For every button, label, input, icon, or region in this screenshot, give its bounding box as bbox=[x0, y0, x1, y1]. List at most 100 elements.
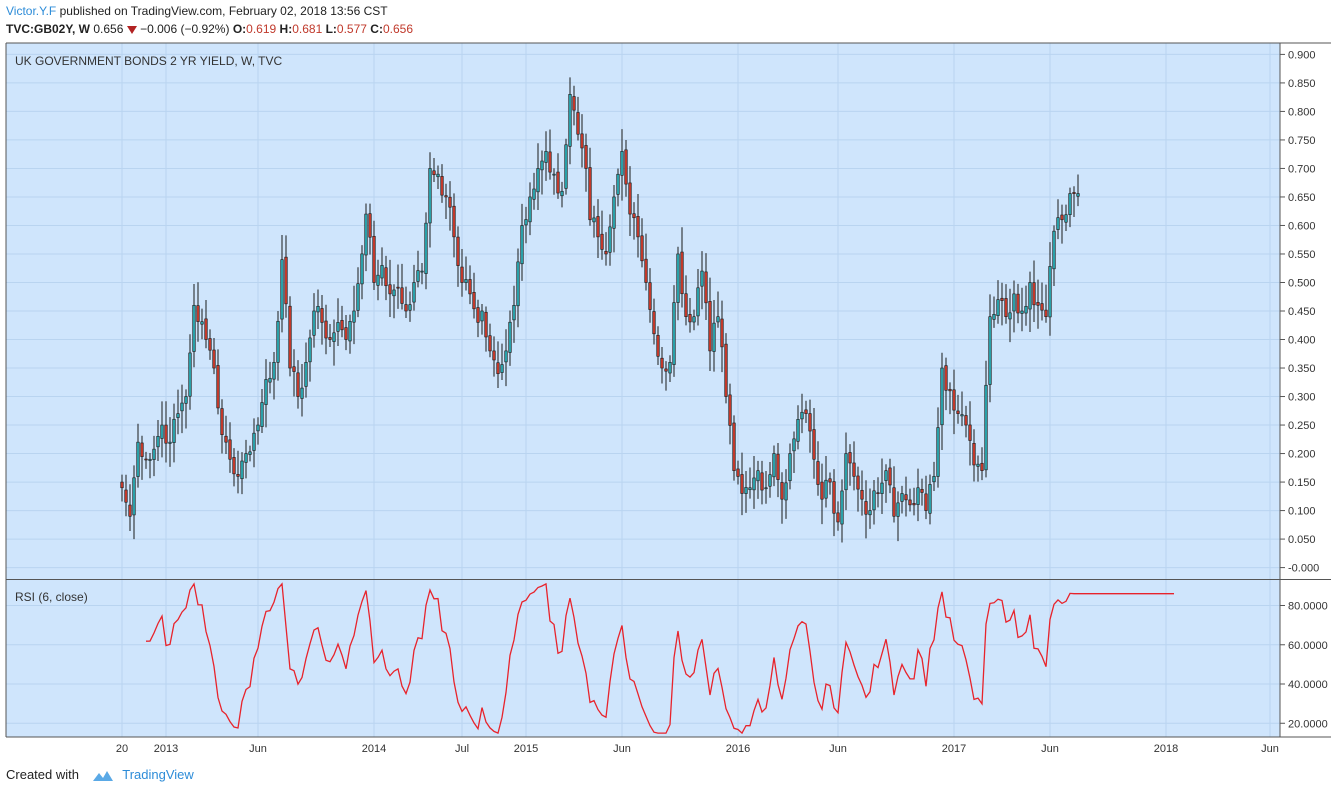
candle-body bbox=[496, 362, 500, 375]
candle-body bbox=[176, 413, 180, 418]
time-tick-label: 2018 bbox=[1154, 743, 1178, 755]
tradingview-logo-icon[interactable] bbox=[91, 769, 115, 783]
author-link[interactable]: Victor.Y.F bbox=[6, 4, 57, 18]
candle-body bbox=[1000, 297, 1004, 301]
time-tick-label: 20 bbox=[116, 743, 128, 755]
price-panel-title: UK GOVERNMENT BONDS 2 YR YIELD, W, TVC bbox=[15, 54, 283, 68]
candle-body bbox=[652, 311, 656, 335]
candle-body bbox=[160, 424, 164, 439]
candle-body bbox=[876, 492, 880, 495]
price-tick-label: 0.300 bbox=[1288, 392, 1316, 404]
price-tick-label: 0.700 bbox=[1288, 163, 1316, 175]
candle-body bbox=[660, 357, 664, 369]
candle-body bbox=[460, 266, 464, 283]
candle-body bbox=[528, 196, 532, 223]
candle-body bbox=[508, 321, 512, 353]
candle-body bbox=[592, 217, 596, 223]
candle-body bbox=[856, 475, 860, 490]
candle-body bbox=[920, 488, 924, 493]
candle-body bbox=[600, 233, 604, 250]
candle-body bbox=[136, 441, 140, 477]
candle-body bbox=[952, 389, 956, 411]
candle-body bbox=[800, 411, 804, 420]
time-tick-label: Jul bbox=[455, 743, 469, 755]
candle-body bbox=[728, 394, 732, 426]
time-axis[interactable]: 20 2013 Jun 2014 Jul 2015 Jun 2016 Jun 2017 Jun 201… bbox=[116, 743, 1279, 755]
candle-body bbox=[544, 151, 548, 163]
candle-body bbox=[780, 482, 784, 500]
candle-body bbox=[836, 512, 840, 523]
candle-body bbox=[204, 318, 208, 340]
candle-body bbox=[148, 458, 152, 461]
candle-body bbox=[748, 487, 752, 491]
candle-body bbox=[412, 282, 416, 303]
time-tick-label: 2016 bbox=[726, 743, 750, 755]
symbol-label: TVC:GB02Y, W bbox=[6, 22, 91, 36]
candle-body bbox=[400, 287, 404, 304]
candle-body bbox=[692, 316, 696, 323]
candle-body bbox=[888, 467, 892, 486]
candle-body bbox=[1052, 230, 1056, 270]
candle-body bbox=[276, 320, 280, 363]
candle-body bbox=[604, 250, 608, 255]
candle-body bbox=[776, 453, 780, 480]
price-scale[interactable]: 0.900 0.850 0.800 0.750 0.700 0.650 0.600 0.550… bbox=[1280, 49, 1319, 575]
candle-body bbox=[664, 368, 668, 372]
time-tick-label: Jun bbox=[829, 743, 847, 755]
time-tick-label: Jun bbox=[1261, 743, 1279, 755]
time-tick-label: Jun bbox=[249, 743, 267, 755]
candle-body bbox=[700, 270, 704, 287]
candle-body bbox=[220, 408, 224, 436]
candle-body bbox=[980, 462, 984, 471]
published-text: published on TradingView.com, February 0… bbox=[59, 4, 388, 18]
candle-body bbox=[940, 367, 944, 426]
candle-body bbox=[784, 482, 788, 501]
candle-body bbox=[844, 453, 848, 491]
price-tick-label: -0.000 bbox=[1288, 563, 1319, 575]
candle-body bbox=[956, 410, 960, 414]
candle-body bbox=[416, 270, 420, 282]
candle-body bbox=[196, 305, 200, 322]
time-tick-label: Jun bbox=[613, 743, 631, 755]
candle-body bbox=[960, 414, 964, 417]
price-tick-label: 0.600 bbox=[1288, 220, 1316, 232]
candle-body bbox=[596, 216, 600, 238]
candle-body bbox=[376, 274, 380, 286]
candle-body bbox=[612, 196, 616, 229]
candle-body bbox=[640, 235, 644, 262]
candle-body bbox=[272, 362, 276, 380]
candle-body bbox=[584, 145, 588, 169]
candle-body bbox=[948, 388, 952, 392]
candle-body bbox=[672, 302, 676, 365]
last-price: 0.656 bbox=[93, 22, 124, 36]
candle-body bbox=[768, 474, 772, 487]
price-change: −0.006 (−0.92%) bbox=[140, 22, 230, 36]
price-tick-label: 0.850 bbox=[1288, 78, 1316, 90]
candle-body bbox=[964, 415, 968, 426]
candle-body bbox=[560, 190, 564, 197]
open-label: O: bbox=[232, 22, 247, 36]
price-tick-label: 0.250 bbox=[1288, 420, 1316, 432]
candle-body bbox=[516, 261, 520, 307]
rsi-scale[interactable]: 80.0000 60.0000 40.0000 20.0000 bbox=[1280, 601, 1328, 731]
candle-body bbox=[704, 271, 708, 304]
candle-body bbox=[924, 493, 928, 511]
candle-body bbox=[676, 253, 680, 303]
candle-body bbox=[432, 170, 436, 176]
candle-body bbox=[1060, 214, 1064, 221]
candle-body bbox=[572, 96, 576, 111]
time-tick-label: 2013 bbox=[154, 743, 178, 755]
rsi-tick-label: 80.0000 bbox=[1288, 601, 1328, 613]
candle-body bbox=[988, 316, 992, 385]
candle-body bbox=[996, 299, 1000, 316]
candle-body bbox=[128, 504, 132, 517]
tradingview-brand[interactable]: TradingView bbox=[122, 767, 194, 782]
candle-body bbox=[808, 413, 812, 432]
candle-body bbox=[828, 478, 832, 483]
candle-body bbox=[468, 279, 472, 295]
candle-body bbox=[720, 318, 724, 348]
chart-area[interactable]: UK GOVERNMENT BONDS 2 YR YIELD, W, TVC R… bbox=[0, 0, 1338, 760]
candle-body bbox=[656, 334, 660, 357]
time-tick-label: Jun bbox=[1041, 743, 1059, 755]
candle-body bbox=[440, 176, 444, 196]
